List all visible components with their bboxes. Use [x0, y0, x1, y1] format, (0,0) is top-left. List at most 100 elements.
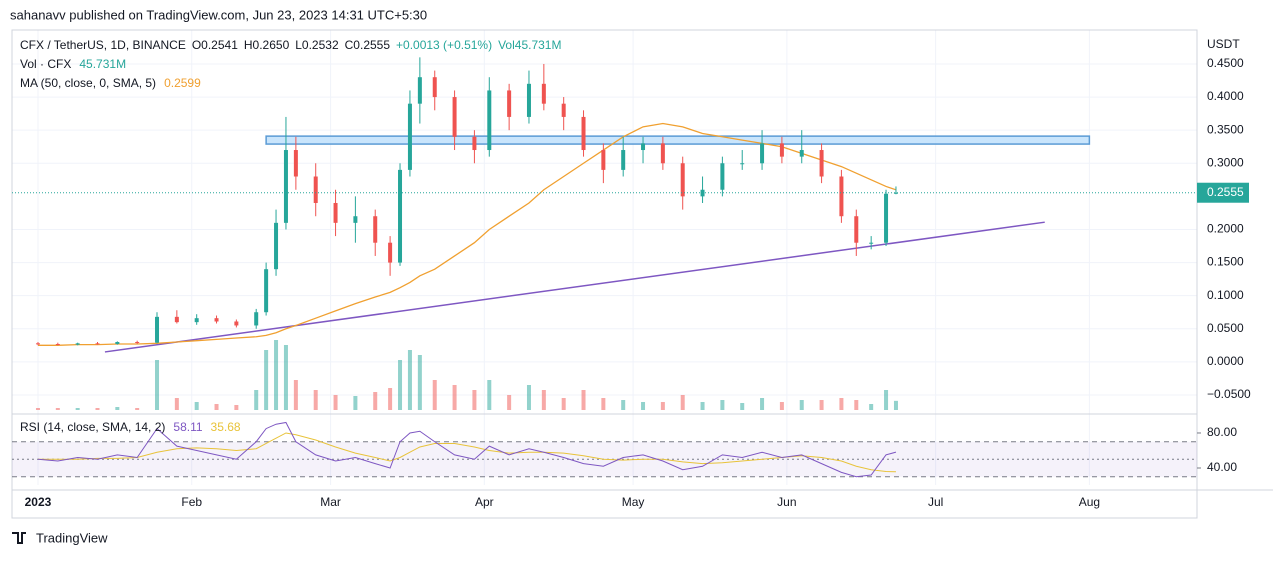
candle-body — [601, 150, 606, 170]
candle-body — [417, 77, 422, 104]
volume-bar — [234, 405, 239, 410]
y-tick-label: 0.2000 — [1207, 222, 1244, 236]
footer: TradingView — [36, 530, 108, 545]
volume-bar — [760, 398, 765, 410]
x-tick-label: Aug — [1079, 495, 1100, 509]
candle-body — [398, 169, 403, 263]
ma-value: 0.2599 — [164, 76, 201, 90]
candle-body — [293, 150, 298, 177]
volume-bar — [214, 404, 219, 410]
x-tick-label: Jul — [928, 495, 943, 509]
candle-body — [234, 321, 239, 326]
volume-bar — [541, 390, 546, 410]
y-tick-label: 0.1500 — [1207, 255, 1244, 269]
volume-bar — [680, 395, 685, 410]
last-price-box — [1197, 182, 1249, 203]
rsi-tick-label: 80.00 — [1207, 425, 1237, 439]
legend-item: +0.0013 (+0.51%) — [396, 38, 492, 52]
candle-body — [760, 143, 765, 164]
candle-body — [35, 343, 40, 345]
volume-bar — [398, 360, 403, 410]
rsi-legend: RSI (14, close, SMA, 14, 2) — [20, 420, 165, 434]
candle-body — [95, 343, 100, 345]
volume-bar — [264, 350, 269, 410]
candle-body — [581, 116, 586, 151]
volume-bar — [115, 407, 120, 410]
candle-body — [174, 316, 179, 323]
candle-body — [487, 90, 492, 151]
x-tick-label: Jun — [777, 495, 796, 509]
candle-body — [432, 77, 437, 98]
volume-bar — [407, 350, 412, 410]
candle-body — [135, 342, 140, 344]
logo — [12, 532, 26, 544]
candle-body — [155, 316, 160, 343]
volume-bar — [155, 360, 160, 410]
volume-bar — [526, 385, 531, 410]
volume-bar — [174, 398, 179, 410]
volume-bar — [854, 400, 859, 410]
candle-body — [839, 176, 844, 217]
candle-body — [561, 103, 566, 117]
x-tick-label: Mar — [320, 495, 341, 509]
volume-bar — [839, 398, 844, 410]
candle-body — [779, 143, 784, 157]
volume-bar — [135, 408, 140, 410]
trendline — [104, 221, 1045, 353]
candle-body — [893, 192, 898, 194]
candle-body — [353, 216, 358, 223]
volume-bar — [740, 403, 745, 410]
volume-bar — [601, 398, 606, 410]
candle-body — [472, 136, 477, 151]
candle-body — [660, 143, 665, 164]
ma-legend: MA (50, close, 0, SMA, 5) — [20, 76, 156, 90]
y-tick-label: 0.3500 — [1207, 122, 1244, 136]
volume-bar — [561, 398, 566, 410]
last-price-label: 0.2555 — [1207, 185, 1244, 199]
volume-bar — [55, 408, 60, 410]
candle-body — [819, 150, 824, 177]
legend-item: O0.2541 — [192, 38, 238, 52]
legend-item: Vol45.731M — [498, 38, 561, 52]
candle-body — [884, 193, 889, 243]
y-tick-label: 0.4500 — [1207, 56, 1244, 70]
resistance-zone — [265, 135, 1091, 145]
y-tick-label: 0.3000 — [1207, 155, 1244, 169]
candle-body — [680, 163, 685, 197]
y-tick-label: 0.1000 — [1207, 288, 1244, 302]
volume-bar — [700, 402, 705, 410]
volume-bar — [274, 340, 279, 410]
y-tick-label: 0.0500 — [1207, 321, 1244, 335]
volume-bar — [194, 402, 199, 410]
candle-body — [526, 83, 531, 117]
candle-body — [407, 103, 412, 170]
rsi-value: 58.11 — [173, 420, 202, 434]
y-tick-label: −0.0500 — [1207, 387, 1251, 401]
candle-body — [854, 216, 859, 243]
candle-body — [274, 222, 279, 270]
candle-body — [115, 342, 120, 344]
candle-body — [373, 216, 378, 243]
candle-body — [283, 150, 288, 223]
volume-bar — [472, 390, 477, 410]
candle-body — [264, 269, 269, 313]
volume-bar — [884, 390, 889, 410]
volume-bar — [95, 408, 100, 410]
volume-bar — [75, 408, 80, 410]
candle-body — [55, 343, 60, 345]
legend-item: CFX / TetherUS, 1D, BINANCE — [20, 38, 186, 52]
legend-item: L0.2532 — [295, 38, 339, 52]
candle-body — [194, 318, 199, 323]
legend-item: H0.2650 — [244, 38, 290, 52]
volume-bar — [313, 390, 318, 410]
candle-body — [641, 143, 646, 151]
volume-bar — [621, 400, 626, 410]
candle-body — [541, 83, 546, 104]
volume-bar — [254, 390, 259, 410]
header: sahanavv published on TradingView.com, J… — [10, 7, 427, 22]
volume-bar — [779, 402, 784, 410]
rsi-line — [37, 421, 897, 478]
x-tick-label: May — [622, 495, 645, 509]
volume-bar — [869, 404, 874, 410]
